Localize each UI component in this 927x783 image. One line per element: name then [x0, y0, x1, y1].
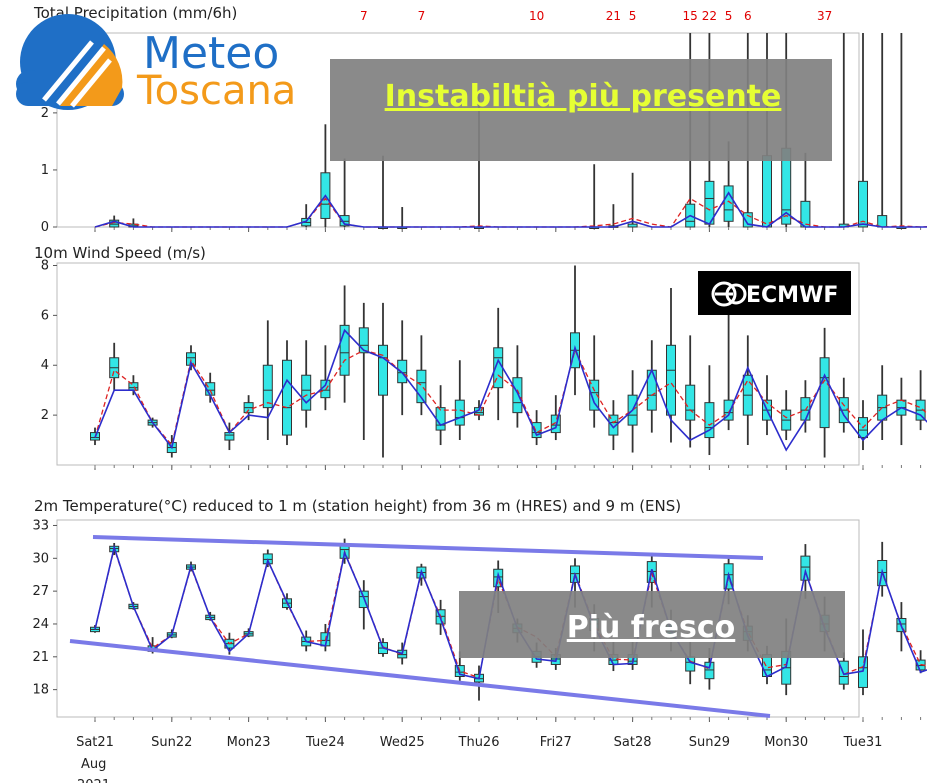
x-axis-day-label: Tue31 — [843, 735, 883, 750]
precip-y-tick-label: 0 — [41, 220, 49, 235]
logo-toscana-text: Toscana — [136, 68, 296, 114]
cooler-banner — [459, 591, 845, 658]
wind-box — [339, 324, 350, 376]
wind-box — [512, 377, 523, 414]
wind-series: 2 4 6 8 — [41, 258, 927, 470]
wind-hres-line — [94, 328, 927, 452]
x-axis-day-label: Sun29 — [689, 735, 730, 750]
precip-y-tick-label: 1 — [41, 163, 49, 178]
wind-box — [128, 382, 139, 391]
wind-ens-mean-line — [94, 348, 927, 447]
wind-box — [666, 344, 676, 416]
precip-y-tick-label: 2 — [41, 106, 49, 121]
precip-box — [762, 155, 772, 228]
x-axis-year-label: 2021 — [77, 778, 110, 783]
x-axis-day-label: Mon30 — [764, 735, 808, 750]
wind-box — [416, 369, 427, 404]
wind-box — [608, 414, 619, 436]
temp-box — [704, 661, 715, 680]
cloud-rain-icon — [16, 14, 124, 110]
out-of-range-count-label: 10 — [529, 9, 544, 23]
wind-box — [435, 407, 446, 431]
out-of-range-count-label: 21 — [606, 9, 621, 23]
x-axis-day-label: Wed25 — [380, 735, 425, 750]
upper-trend-line — [92, 535, 764, 560]
out-of-range-count-label: 6 — [744, 9, 752, 23]
precip-hres-line — [94, 191, 927, 228]
wind-box — [704, 402, 715, 439]
wind-box — [723, 399, 734, 421]
wind-y-tick-label: 6 — [41, 308, 49, 323]
x-axis: Sat21 Sun22 Mon23 Tue24 Wed25 Thu26 Fri27 Sat28… — [76, 735, 882, 750]
cooler-annotation: Più fresco — [567, 610, 736, 645]
ecmwf-text: ECMWF — [746, 283, 838, 308]
meteotoscana-logo: Meteo Toscana — [16, 14, 296, 114]
wind-title: 10m Wind Speed (m/s) — [34, 244, 206, 262]
temp-y-tick-label: 18 — [32, 683, 49, 698]
temp-y-tick-label: 24 — [32, 617, 49, 632]
x-axis-day-label: Thu26 — [458, 735, 500, 750]
logo-meteo-text: Meteo — [143, 28, 279, 79]
temperature-title: 2m Temperature(°C) reduced to 1 m (stati… — [34, 497, 681, 515]
x-axis-day-label: Tue24 — [305, 735, 345, 750]
wind-box — [685, 384, 696, 421]
wind-y-tick-label: 2 — [41, 408, 49, 423]
x-axis-day-label: Sat21 — [76, 735, 114, 750]
precip-box — [877, 215, 888, 228]
out-of-range-count-label: 5 — [629, 9, 637, 23]
ecmwf-icon — [711, 281, 747, 307]
temperature-plot-frame — [56, 519, 860, 718]
wind-plot-frame — [56, 262, 860, 466]
wind-box — [819, 357, 830, 429]
x-axis-day-label: Sat28 — [614, 735, 652, 750]
wind-box — [378, 344, 388, 396]
temp-y-tick-label: 30 — [32, 551, 49, 566]
instability-banner — [330, 59, 832, 161]
wind-box — [224, 432, 235, 441]
lower-trend-line — [69, 639, 771, 718]
wind-box — [454, 399, 465, 426]
out-of-range-count-label: 7 — [418, 9, 426, 23]
temp-y-tick-label: 21 — [32, 650, 49, 665]
out-of-range-count-label: 7 — [360, 9, 368, 23]
temp-box — [800, 555, 811, 581]
wind-box — [301, 374, 312, 411]
wind-y-tick-label: 4 — [41, 358, 49, 373]
precip-box — [339, 215, 350, 227]
wind-box — [800, 397, 811, 421]
temp-y-tick-label: 27 — [32, 584, 49, 599]
out-of-range-count-label: 5 — [725, 9, 733, 23]
wind-panel: 10m Wind Speed (m/s) 2 4 6 8 — [34, 244, 927, 470]
wind-box — [589, 379, 600, 411]
out-of-range-count-label: 22 — [702, 9, 717, 23]
x-axis-day-label: Sun22 — [151, 735, 192, 750]
temp-y-tick-label: 33 — [32, 518, 49, 533]
ecmwf-logo: ECMWF — [698, 271, 851, 315]
wind-box — [358, 327, 369, 354]
x-axis-month-label: Aug — [81, 757, 106, 772]
wind-box — [550, 414, 561, 434]
instability-annotation: Instabiltià più presente — [385, 79, 782, 114]
wind-box — [397, 359, 408, 384]
x-axis-day-label: Fri27 — [540, 735, 572, 750]
precip-box — [858, 180, 868, 228]
out-of-range-count-label: 37 — [817, 9, 832, 23]
wind-y-tick-label: 8 — [41, 258, 49, 273]
out-of-range-count-label: 15 — [683, 9, 698, 23]
precip-box — [109, 219, 120, 228]
x-axis-day-label: Mon23 — [227, 735, 271, 750]
wind-box — [262, 364, 273, 409]
wind-box — [282, 359, 292, 436]
